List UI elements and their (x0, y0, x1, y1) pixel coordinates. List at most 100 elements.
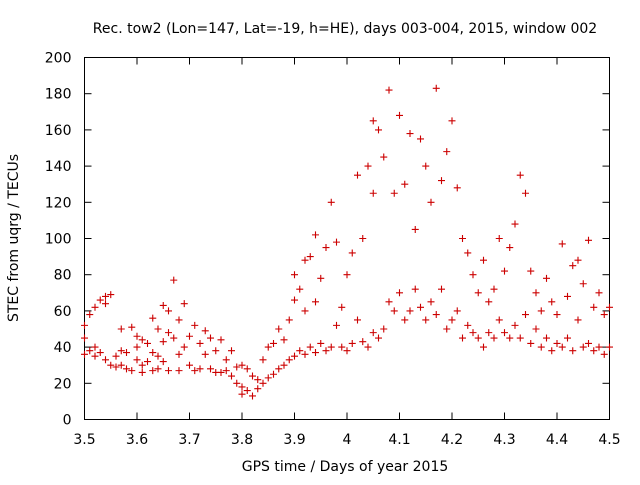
data-point (380, 325, 388, 333)
data-point (469, 329, 477, 337)
data-point (490, 334, 498, 342)
data-point (585, 339, 592, 347)
data-point (432, 311, 440, 319)
x-tick-label: 4.5 (598, 432, 620, 448)
data-point (112, 352, 120, 360)
data-point (81, 321, 88, 329)
data-point (501, 267, 508, 275)
x-tick-label: 3.9 (283, 432, 305, 448)
data-point (317, 339, 325, 347)
data-point (91, 343, 99, 351)
data-point (401, 316, 409, 324)
data-point (175, 367, 183, 375)
data-point (401, 180, 409, 188)
data-point (480, 343, 487, 351)
data-point (527, 339, 535, 347)
data-point (385, 298, 393, 306)
data-point (317, 274, 325, 282)
data-point (490, 285, 498, 293)
data-point (291, 352, 298, 360)
x-tick-label: 3.8 (231, 432, 253, 448)
data-point (537, 343, 545, 351)
data-point (228, 372, 235, 380)
data-point (165, 307, 172, 315)
data-point (149, 349, 157, 357)
data-point (327, 343, 335, 351)
data-point (175, 350, 183, 358)
data-point (553, 311, 561, 319)
x-tick-label: 4.1 (388, 432, 410, 448)
data-point (396, 111, 403, 119)
data-point (285, 316, 293, 324)
data-point (375, 334, 382, 342)
data-point (590, 303, 598, 311)
data-point (338, 343, 346, 351)
data-point (301, 256, 309, 264)
y-tick-label: 180 (45, 87, 72, 103)
data-point (438, 285, 445, 293)
data-point (133, 343, 141, 351)
data-point (249, 392, 256, 400)
data-point (569, 347, 577, 355)
data-point (427, 298, 435, 306)
data-point (270, 370, 277, 378)
data-point (369, 117, 377, 125)
data-point (117, 325, 125, 333)
data-point (438, 177, 445, 185)
data-point (448, 316, 456, 324)
y-tick-label: 140 (45, 159, 72, 175)
y-tick-label: 0 (63, 413, 72, 429)
data-point (380, 153, 388, 161)
data-point (354, 171, 361, 179)
data-point (217, 368, 225, 376)
data-point (191, 367, 199, 375)
data-point (369, 329, 377, 337)
data-point (459, 235, 466, 242)
data-point (516, 171, 524, 179)
data-point (186, 361, 193, 369)
data-point (138, 361, 146, 369)
data-point (102, 300, 109, 308)
data-point (165, 329, 172, 337)
data-point (201, 350, 209, 358)
data-point (159, 301, 167, 309)
data-point (453, 184, 461, 192)
data-point (574, 256, 582, 264)
data-point (459, 334, 466, 342)
data-point (474, 334, 482, 342)
plot-frame (84, 57, 610, 420)
data-point (448, 117, 456, 125)
data-point (301, 307, 309, 315)
data-point (422, 162, 430, 170)
data-point (91, 303, 99, 311)
data-point (186, 332, 193, 340)
data-point (364, 343, 372, 351)
data-point (375, 126, 382, 134)
data-point (579, 280, 587, 288)
data-point (275, 365, 283, 373)
data-point (81, 350, 88, 358)
data-point (553, 339, 561, 347)
data-point (548, 347, 556, 355)
data-point (243, 365, 251, 373)
data-point (112, 363, 120, 371)
data-point (207, 365, 214, 373)
data-point (96, 349, 104, 357)
data-point (411, 225, 419, 233)
data-point (558, 240, 566, 248)
data-point (537, 307, 545, 315)
data-point (264, 374, 272, 382)
data-point (133, 332, 141, 340)
data-point (333, 321, 340, 329)
data-point (390, 307, 398, 315)
data-point (165, 367, 172, 375)
data-point (291, 271, 298, 279)
data-point (443, 148, 451, 156)
data-point (117, 347, 125, 355)
chart-title: Rec. tow2 (Lon=147, Lat=-19, h=HE), days… (93, 21, 597, 37)
data-point (359, 338, 367, 346)
data-point (196, 365, 204, 373)
data-point (548, 298, 556, 306)
data-point (138, 368, 146, 376)
